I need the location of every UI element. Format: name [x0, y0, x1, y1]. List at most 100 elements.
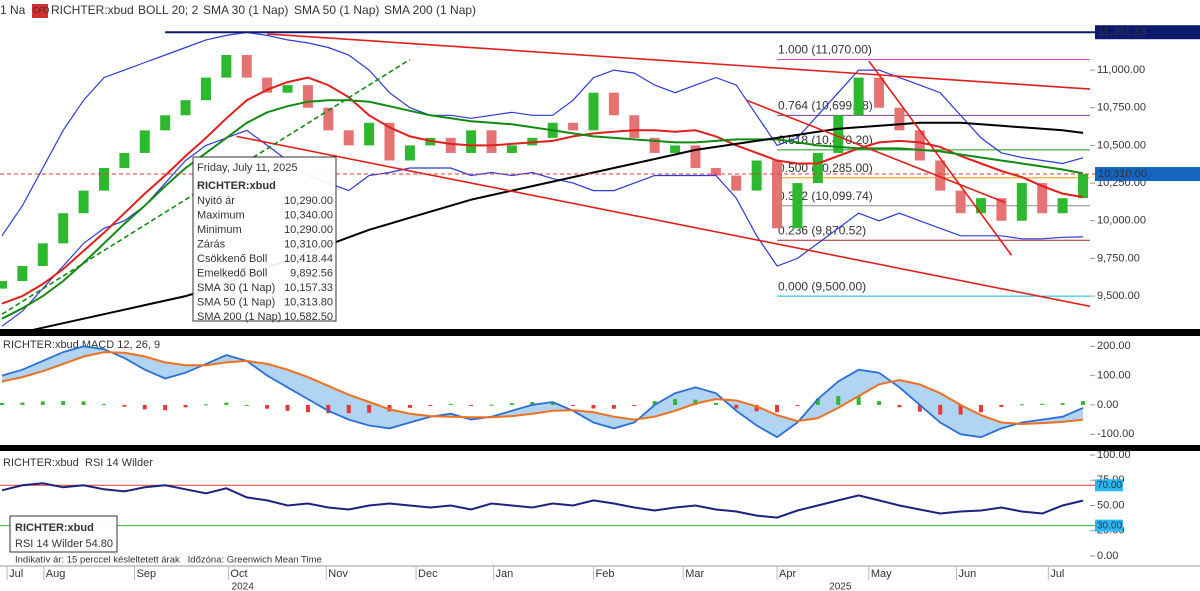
- tooltip-row-value: 10,310.00: [284, 238, 333, 250]
- candle: [649, 137, 660, 153]
- candle: [833, 115, 844, 153]
- histogram-bar: [571, 404, 576, 406]
- sma30: SMA 30 (1 Nap): [203, 3, 288, 17]
- histogram-bar: [713, 402, 718, 405]
- histogram-bar: [326, 404, 331, 414]
- tooltip-symbol: RICHTER:xbud: [197, 180, 276, 192]
- tooltip-row-value: 10,582.50: [284, 311, 333, 323]
- histogram-bar: [958, 404, 963, 415]
- fib-label: 0.236 (9,870.52): [778, 223, 866, 237]
- boll: BOLL 20; 2: [138, 3, 199, 17]
- candle: [241, 55, 252, 78]
- fib-label: 0.000 (9,500.00): [778, 279, 866, 293]
- fib-label: 0.764 (10,699.48): [778, 99, 873, 113]
- candle: [914, 130, 925, 161]
- x-tick-label: Dec: [418, 568, 438, 580]
- candle: [160, 115, 171, 131]
- histogram-bar: [244, 404, 249, 406]
- rsi-title: RICHTER:xbud: [3, 457, 79, 469]
- histogram-bar: [163, 404, 168, 411]
- trendline: [868, 60, 1013, 256]
- histogram-bar: [775, 404, 780, 413]
- candle: [996, 198, 1007, 221]
- candle: [445, 137, 456, 153]
- macd-title: RICHTER:xbud MACD 12, 26, 9: [3, 339, 160, 351]
- candle: [874, 77, 885, 108]
- trendline: [236, 135, 1090, 308]
- candle: [98, 168, 109, 191]
- histogram-bar: [734, 404, 739, 409]
- candle: [180, 100, 191, 116]
- histogram-bar: [550, 402, 555, 405]
- candle: [466, 130, 477, 153]
- histogram-bar: [856, 396, 861, 405]
- candle: [364, 122, 375, 146]
- tooltip-row-value: 10,340.00: [284, 209, 333, 221]
- price-panel: 1.000 (11,070.00)0.764 (10,699.48)0.618 …: [0, 31, 1090, 330]
- histogram-bar: [652, 401, 657, 405]
- candle: [0, 281, 7, 289]
- tooltip-row-value: 10,290.00: [284, 224, 333, 236]
- y-tick-label: 9,500.00: [1097, 290, 1140, 302]
- histogram-bar: [489, 404, 494, 406]
- sma200: SMA 200 (1 Nap): [384, 3, 476, 17]
- overlay-line: [1, 99, 1084, 320]
- histogram-bar: [897, 404, 902, 408]
- tooltip-row-value: 10,290.00: [284, 195, 333, 207]
- candle: [608, 92, 619, 116]
- trendline: [746, 99, 1006, 204]
- histogram-bar: [20, 402, 25, 405]
- histogram-bar: [367, 404, 372, 413]
- candle: [486, 130, 497, 153]
- level-badge-label: 70.00: [1097, 480, 1122, 491]
- histogram-bar: [101, 404, 106, 406]
- tooltip-row-label: Nyitó ár: [197, 195, 235, 207]
- candle: [690, 145, 701, 169]
- histogram-bar: [265, 404, 270, 409]
- rsi-name: RSI 14 Wilder: [85, 457, 153, 469]
- candle: [506, 145, 517, 153]
- candle: [17, 265, 28, 282]
- histogram-bar: [693, 399, 698, 405]
- overlay-line: [28, 121, 1084, 330]
- candle: [262, 77, 273, 93]
- tooltip-row-label: SMA 30 (1 Nap): [197, 282, 275, 294]
- histogram-bar: [917, 404, 922, 412]
- histogram-bar: [530, 402, 535, 405]
- level-badge: [1095, 479, 1123, 492]
- histogram-bar: [346, 404, 351, 414]
- y-tick-label: 50.00: [1097, 499, 1125, 511]
- candle: [935, 160, 946, 191]
- y-tick-label: 10,500.00: [1097, 139, 1146, 151]
- tooltip-row-label: Csökkenő Boll: [197, 253, 267, 265]
- cfd-badge-text: CFD: [33, 6, 50, 15]
- tooltip-row-label: Maximum: [197, 209, 245, 221]
- histogram-bar: [183, 404, 188, 408]
- x-tick-label: Jul: [9, 568, 23, 580]
- candle: [955, 190, 966, 214]
- panel-separator: [0, 445, 1200, 451]
- histogram-bar: [387, 404, 392, 412]
- x-tick-label: Nov: [328, 568, 348, 580]
- candle: [302, 85, 313, 108]
- candle: [1057, 198, 1068, 214]
- histogram-bar: [611, 404, 616, 409]
- macd-line: [1, 345, 1084, 439]
- histogram-bar: [632, 404, 637, 406]
- x-tick-label: Jun: [959, 568, 977, 580]
- overlay-line: [1, 31, 1084, 237]
- candle: [323, 107, 334, 131]
- tooltip-date: Friday, July 11, 2025: [197, 162, 297, 174]
- tooltip-row-label: Zárás: [197, 238, 226, 250]
- x-tick-label: Jul: [1050, 568, 1064, 580]
- y-tick-label: 0.00: [1097, 399, 1118, 411]
- panel-separator: [0, 329, 1200, 336]
- histogram-bar: [469, 404, 474, 406]
- symbol: RICHTER:xbud: [51, 3, 134, 17]
- tooltip-row-value: 9,892.56: [290, 267, 333, 279]
- candle: [710, 168, 721, 176]
- histogram-bar: [1081, 401, 1085, 405]
- candle: [894, 107, 905, 131]
- histogram-bar: [815, 398, 820, 405]
- candle: [1037, 183, 1048, 214]
